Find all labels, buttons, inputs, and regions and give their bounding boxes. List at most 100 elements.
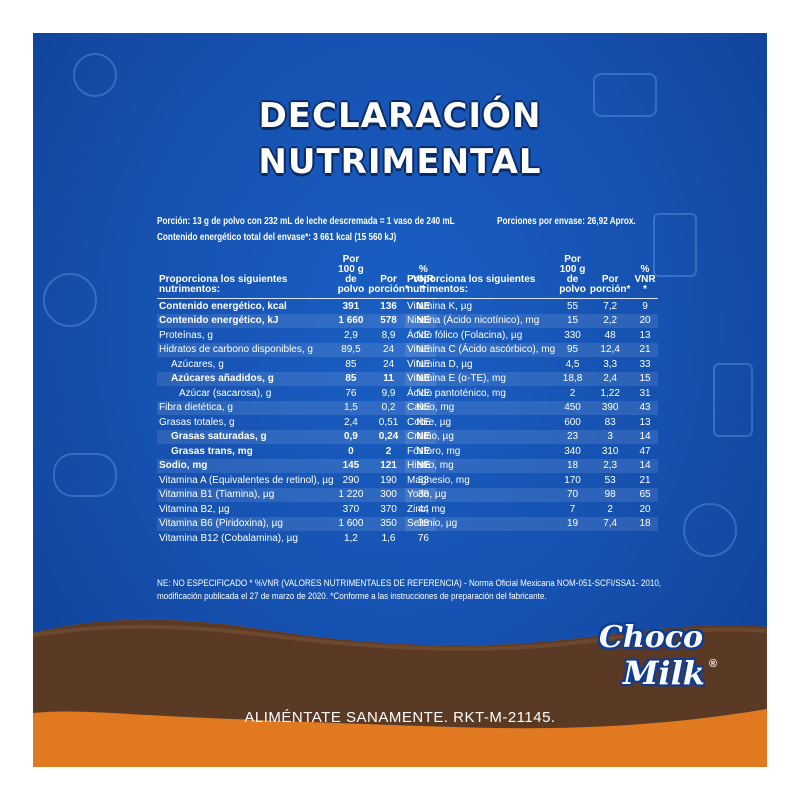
per100-value: 70: [557, 487, 588, 502]
table-row: Fósforo, mg 340 310 47: [405, 444, 658, 459]
page-title: DECLARACIÓN NUTRIMENTAL: [33, 93, 767, 185]
table-row: Zinc, mg 7 2 20: [405, 502, 658, 517]
per100-value: 290: [342, 474, 360, 486]
portion-value: 2,3: [587, 458, 633, 473]
vnr-value: NE: [410, 458, 436, 473]
table-row: Hierro, mg 18 2,3 14: [405, 458, 658, 473]
portion-value: 48: [604, 329, 616, 341]
nutrient-name: Vitamina A (Equivalentes de retinol), µg: [159, 474, 334, 486]
per100-value: 145: [335, 458, 367, 473]
per100-value: 18: [557, 458, 588, 473]
table-row: Vitamina B6 (Piridoxina), µg 1 600 350 38: [157, 516, 436, 531]
nutrient-name: Ácido pantoténico, mg: [407, 387, 506, 399]
vnr-value: 33: [639, 358, 651, 370]
per100-value: 7: [569, 503, 576, 515]
table-row: Proteínas, g 2,9 8,9 NE: [157, 328, 436, 343]
vnr-value: NE: [416, 387, 431, 399]
doodle-icon: [713, 363, 753, 437]
nutrient-name: Contenido energético, kJ: [157, 313, 336, 328]
nutrient-name: Grasas totales, g: [159, 416, 235, 428]
portion-value: 0,51: [378, 416, 399, 428]
vnr-value: 13: [639, 329, 651, 341]
per100-value: 19: [557, 516, 588, 531]
column-header-vnr: % VNR *: [632, 255, 658, 299]
nutrient-name: Hierro, mg: [405, 458, 558, 473]
table-row: Azúcares añadidos, g 85 11 NE: [157, 371, 436, 386]
column-header-nutrient: Proporciona los siguientes nutrimentos:: [157, 255, 336, 299]
per100-value: 340: [564, 445, 581, 457]
portion-value: 2,2: [587, 313, 633, 328]
vnr-value: 15: [632, 371, 658, 386]
servings-per-pack: Porciones por envase: 26,92 Aprox.: [497, 216, 636, 227]
per100-value: 4,5: [565, 358, 580, 370]
per100-value: 2,4: [343, 416, 358, 428]
table-row: Ácido fólico (Folacina), µg 330 48 13: [405, 328, 658, 343]
vnr-value: NE: [410, 400, 436, 415]
table-row: Vitamina A (Equivalentes de retinol), µg…: [157, 473, 436, 488]
table-row: Cromo, µg 23 3 14: [405, 429, 658, 444]
nutrient-name: Magnesio, mg: [407, 474, 470, 486]
per100-value: 2,9: [343, 329, 358, 341]
per100-value: 18,8: [557, 371, 588, 386]
portion-value: 350: [366, 516, 411, 531]
nutrient-name: Zinc, mg: [407, 503, 446, 515]
nutrient-name: Cromo, µg: [405, 429, 558, 444]
table-row: Sodio, mg 145 121 NE: [157, 458, 436, 473]
portion-value: 2: [385, 445, 392, 457]
doodle-icon: [43, 273, 97, 327]
portion-value: 24: [382, 358, 395, 370]
nutrient-name: Azúcar (sacarosa), g: [179, 387, 272, 399]
table-row: Vitamina K, µg 55 7,2 9: [405, 299, 658, 314]
vnr-value: NE: [410, 342, 436, 357]
vnr-value: 38: [410, 487, 436, 502]
table-row: Fibra dietética, g 1,5 0,2 NE: [157, 400, 436, 415]
nutrient-name: Azúcares, g: [171, 358, 224, 370]
table-row: Grasas saturadas, g 0,9 0,24 NE: [157, 429, 436, 444]
table-row: Grasas totales, g 2,4 0,51 NE: [157, 415, 436, 430]
doodle-icon: [683, 503, 737, 557]
portion-value: 0,24: [366, 429, 411, 444]
per100-value: 1 600: [335, 516, 367, 531]
portion-value: 300: [366, 487, 411, 502]
vnr-value: 43: [632, 400, 658, 415]
column-header-nutrient: Proporciona los siguientes nutrimentos:: [405, 255, 558, 299]
vnr-value: 21: [639, 474, 651, 486]
table-row: Azúcar (sacarosa), g 76 9,9 NE: [157, 386, 436, 401]
nutrient-name: Vitamina B1 (Tiamina), µg: [157, 487, 336, 502]
footnotes: NE: NO ESPECIFICADO * %VNR (VALORES NUTR…: [157, 577, 677, 603]
per100-value: 391: [342, 300, 360, 312]
portion-value: 370: [380, 503, 397, 515]
vnr-value: 33: [417, 474, 429, 486]
portion-value: 310: [601, 445, 619, 457]
per100-value: 0: [348, 445, 354, 457]
vnr-value: 9: [642, 300, 648, 312]
vnr-value: NE: [416, 416, 431, 428]
nutrient-name: Vitamina C (Ácido ascórbico), mg: [405, 342, 558, 357]
title-line-1: DECLARACIÓN: [258, 96, 542, 136]
per100-value: 95: [557, 342, 588, 357]
portion-value: 24: [366, 342, 411, 357]
nutrient-name: Fibra dietética, g: [157, 400, 336, 415]
per100-value: 370: [342, 503, 360, 515]
table-row: Selenio, µg 19 7,4 18: [405, 516, 658, 531]
per100-value: 15: [557, 313, 588, 328]
portion-value: 53: [604, 474, 616, 486]
table-row: Contenido energético, kcal 391 136 NE: [157, 299, 436, 314]
per100-value: 76: [345, 387, 357, 399]
nutrient-name: Fósforo, mg: [407, 445, 461, 457]
right-nutrient-table: Proporciona los siguientes nutrimentos: …: [405, 255, 658, 531]
table-row: Vitamina E (α-TE), mg 18,8 2,4 15: [405, 371, 658, 386]
per100-value: 85: [335, 371, 367, 386]
table-row: Vitamina B2, µg 370 370 44: [157, 502, 436, 517]
portion-value: 121: [366, 458, 411, 473]
total-energy: Contenido energético total del envase*: …: [157, 232, 397, 243]
per100-value: 0,9: [335, 429, 367, 444]
nutrient-name: Vitamina B12 (Cobalamina), µg: [159, 532, 298, 544]
per100-value: 170: [564, 474, 581, 486]
nutrient-name: Vitamina B2, µg: [159, 503, 230, 515]
table-row: Calcio, mg 450 390 43: [405, 400, 658, 415]
per100-value: 1 220: [335, 487, 367, 502]
doodle-icon: [53, 453, 117, 497]
portion-value: 3: [587, 429, 633, 444]
table-row: Azúcares, g 85 24 NE: [157, 357, 436, 372]
